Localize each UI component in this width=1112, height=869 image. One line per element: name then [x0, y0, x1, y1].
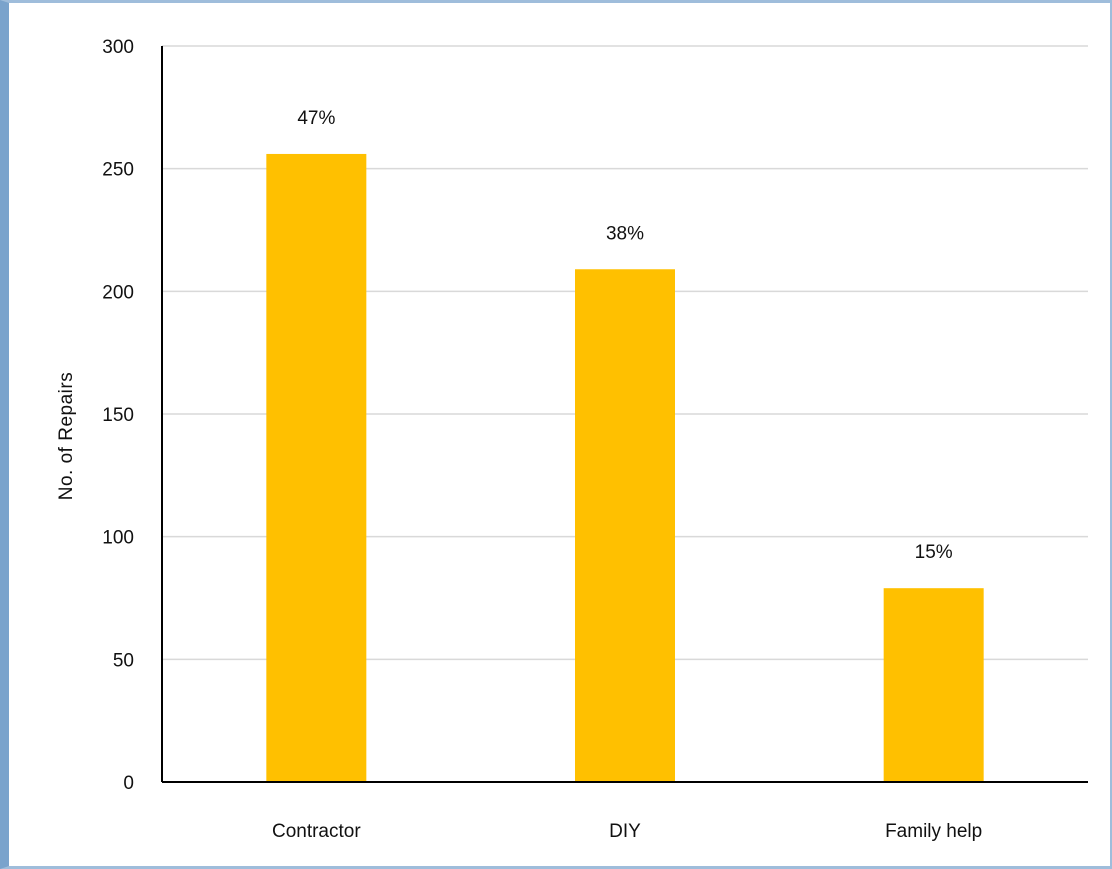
- y-tick-label: 200: [102, 282, 134, 303]
- data-labels: 47% 38% 15%: [297, 108, 952, 563]
- category-labels: Contractor DIY Family help: [272, 821, 982, 842]
- x-category-label: Contractor: [272, 821, 361, 842]
- y-tick-label: 50: [113, 650, 134, 671]
- data-label: 15%: [915, 542, 953, 563]
- bar-contractor: [266, 153, 367, 783]
- y-tick-label: 100: [102, 528, 134, 549]
- bars: [266, 153, 984, 783]
- x-category-label: Family help: [885, 821, 982, 842]
- bar-diy: [575, 269, 675, 783]
- y-axis-title: No. of Repairs: [56, 372, 77, 500]
- x-category-label: DIY: [609, 821, 641, 842]
- y-tick-label: 300: [102, 37, 134, 58]
- bar-family-help: [883, 588, 984, 782]
- y-tick-label: 250: [102, 160, 134, 181]
- y-tick-label: 0: [123, 773, 134, 794]
- data-label: 38%: [606, 223, 644, 244]
- y-tick-label: 150: [102, 405, 134, 426]
- data-label: 47%: [297, 108, 335, 129]
- y-axis-tick-labels: 0 50 100 150 200 250 300: [102, 37, 134, 794]
